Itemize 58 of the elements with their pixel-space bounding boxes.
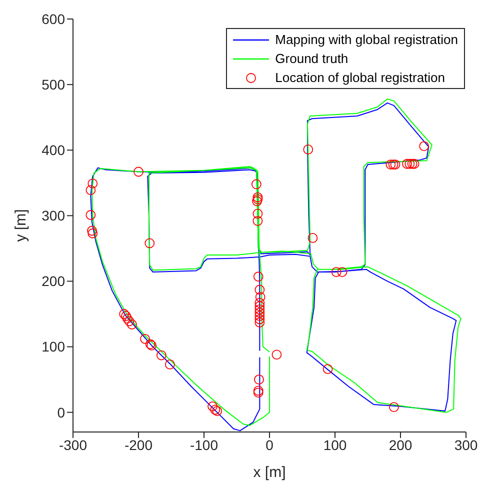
point <box>156 350 166 360</box>
point <box>87 226 97 236</box>
y-axis-title: y [m] <box>12 209 30 242</box>
x-tick-label: 300 <box>454 436 478 453</box>
y-tick-label: 300 <box>42 208 66 224</box>
x-tick-label: 100 <box>323 436 347 453</box>
point <box>252 208 263 219</box>
x-tick-label: -100 <box>190 436 218 453</box>
point <box>88 228 98 238</box>
point <box>303 144 314 154</box>
y-tick-label: 0 <box>57 404 66 420</box>
point <box>254 314 265 324</box>
y-tick-label: 500 <box>42 76 66 93</box>
point <box>140 334 150 344</box>
point <box>254 374 264 385</box>
point <box>252 216 263 226</box>
y-tick-label: 100 <box>42 338 66 355</box>
y-tick-label: 400 <box>42 142 66 158</box>
point <box>404 158 415 169</box>
point <box>144 238 155 248</box>
point <box>127 320 137 330</box>
point <box>389 402 399 412</box>
point <box>86 210 96 220</box>
legend-label: Mapping with global registration <box>275 31 458 49</box>
point <box>254 318 265 328</box>
point <box>272 350 282 360</box>
point <box>88 178 98 188</box>
point <box>254 311 265 321</box>
point <box>251 179 262 190</box>
point <box>254 308 265 318</box>
point <box>331 267 342 277</box>
y-tick-label: 200 <box>42 273 66 290</box>
point <box>124 316 134 326</box>
point <box>402 158 412 169</box>
point <box>254 304 265 314</box>
legend-label: Location of global registration <box>275 69 446 87</box>
x-tick-label: -300 <box>58 436 88 453</box>
point <box>419 141 430 152</box>
point <box>254 284 265 295</box>
point <box>254 298 265 308</box>
point <box>386 160 396 170</box>
x-tick-label: 200 <box>388 436 412 453</box>
x-axis-title: x [m] <box>253 464 286 481</box>
x-tick-label: -200 <box>124 436 153 453</box>
legend-label: Ground truth <box>275 50 348 68</box>
point <box>122 314 132 324</box>
point <box>253 272 264 282</box>
point <box>322 364 333 374</box>
point <box>86 185 96 196</box>
y-tick-label: 600 <box>42 10 66 27</box>
point <box>134 166 144 177</box>
point <box>254 301 265 312</box>
point <box>308 233 318 243</box>
point <box>255 292 266 302</box>
x-tick-label: 0 <box>266 436 274 453</box>
point <box>337 267 348 277</box>
point <box>164 360 175 370</box>
point <box>208 401 218 412</box>
